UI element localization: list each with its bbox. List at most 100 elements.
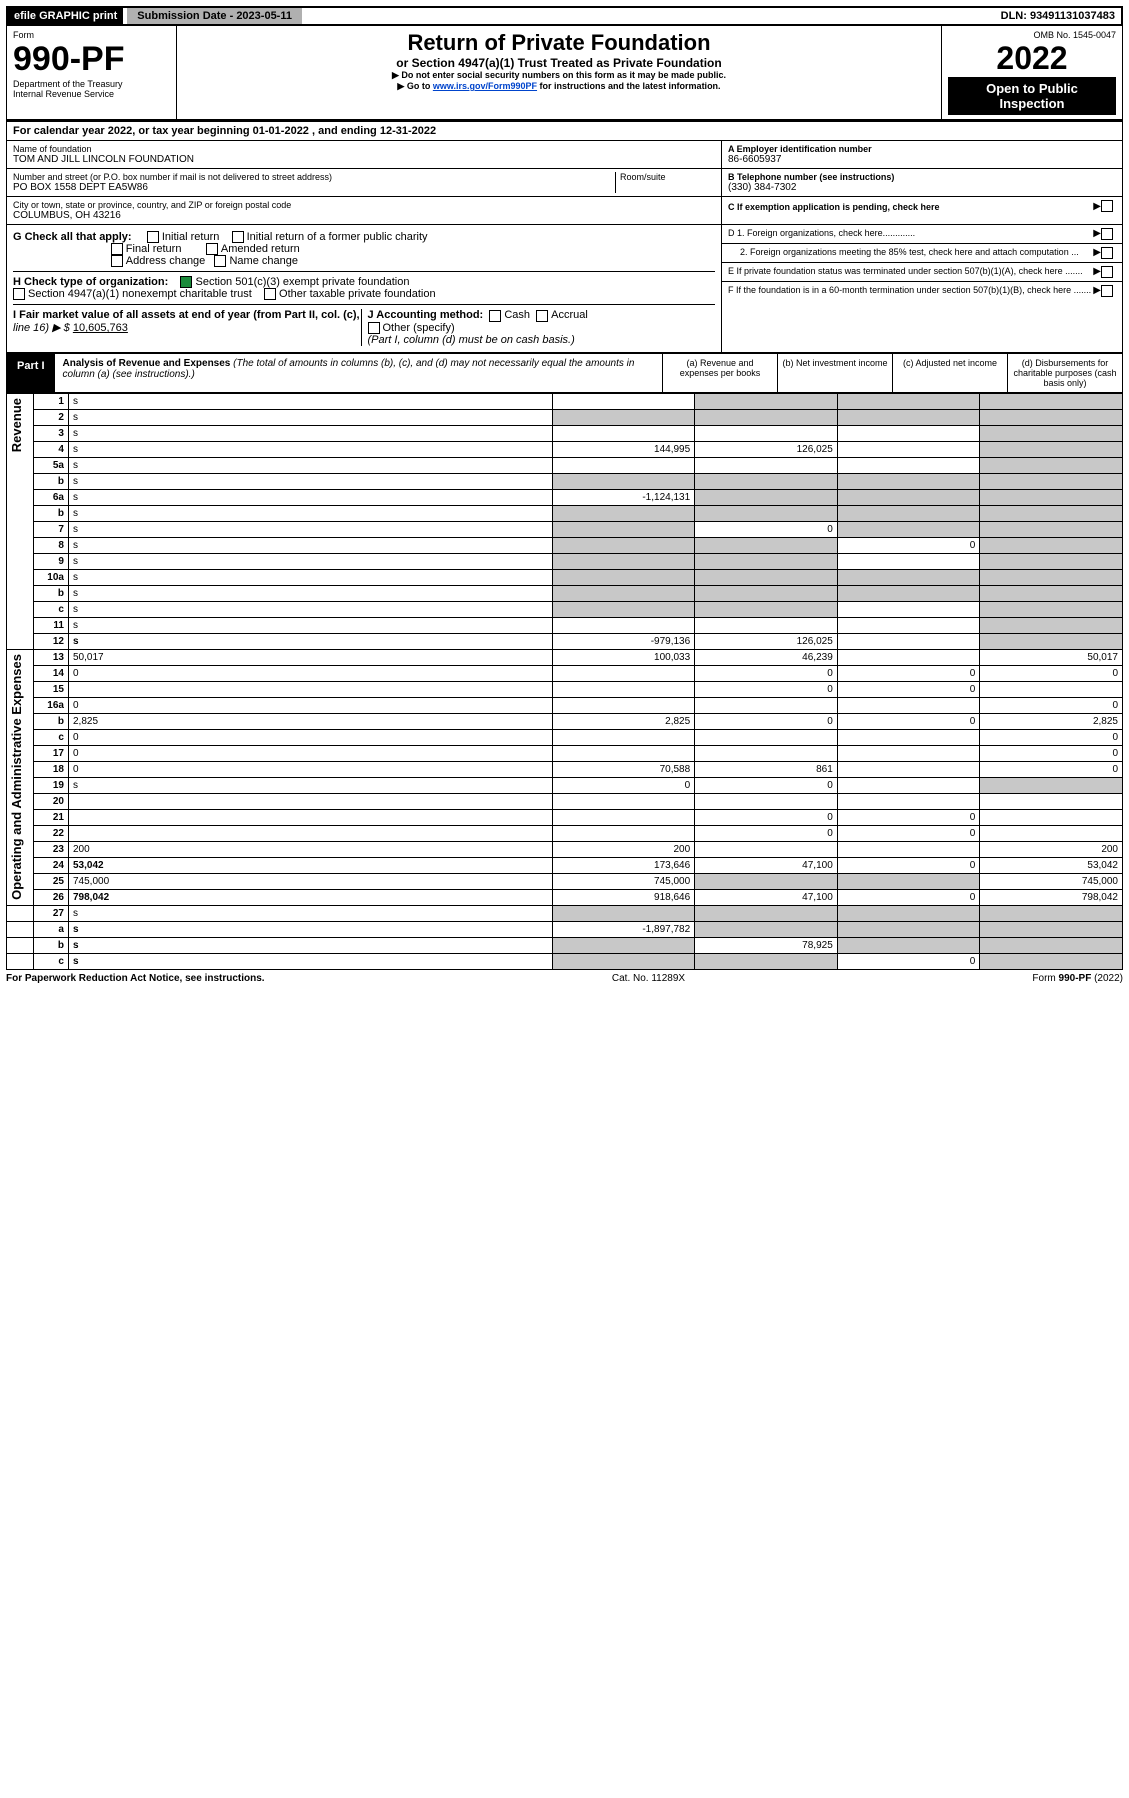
cell-shaded — [980, 777, 1123, 793]
cell-value: 0 — [695, 665, 838, 681]
table-row: bs — [7, 585, 1123, 601]
cell-value — [552, 697, 695, 713]
row-desc: 0 — [68, 745, 552, 761]
cash-checkbox[interactable] — [489, 310, 501, 322]
table-row: 11s — [7, 617, 1123, 633]
cell-shaded — [837, 585, 980, 601]
amended-checkbox[interactable] — [206, 243, 218, 255]
tel-value: (330) 384-7302 — [728, 182, 1116, 193]
final-checkbox[interactable] — [111, 243, 123, 255]
cell-shaded — [980, 937, 1123, 953]
row-desc: s — [68, 617, 552, 633]
table-row: bs78,925 — [7, 937, 1123, 953]
row-desc: 2,825 — [68, 713, 552, 729]
cell-value — [695, 697, 838, 713]
cell-shaded — [695, 873, 838, 889]
h2-checkbox[interactable] — [13, 288, 25, 300]
table-row: 2100 — [7, 809, 1123, 825]
cell-value — [837, 617, 980, 633]
form-label: Form — [13, 30, 170, 40]
other-checkbox[interactable] — [368, 322, 380, 334]
addr-label: Number and street (or P.O. box number if… — [13, 172, 615, 182]
cell-value — [552, 393, 695, 409]
c-label: C If exemption application is pending, c… — [728, 202, 1093, 212]
cell-value — [837, 697, 980, 713]
row-number: 9 — [34, 553, 69, 569]
cell-value: 78,925 — [695, 937, 838, 953]
cell-shaded — [695, 473, 838, 489]
cell-value — [552, 617, 695, 633]
d1-label: D 1. Foreign organizations, check here..… — [728, 228, 1093, 240]
cell-shaded — [980, 633, 1123, 649]
cell-value: 100,033 — [552, 649, 695, 665]
cell-shaded — [837, 505, 980, 521]
cell-value: 0 — [837, 681, 980, 697]
header-note1: ▶ Do not enter social security numbers o… — [183, 70, 935, 81]
cell-shaded — [695, 905, 838, 921]
addr-change-checkbox[interactable] — [111, 255, 123, 267]
cell-value: 0 — [837, 953, 980, 969]
initial-checkbox[interactable] — [147, 231, 159, 243]
cell-shaded — [695, 569, 838, 585]
row-number: 2 — [34, 409, 69, 425]
table-row: 1500 — [7, 681, 1123, 697]
row-desc: s — [68, 521, 552, 537]
row-number: 19 — [34, 777, 69, 793]
f-label: F If the foundation is in a 60-month ter… — [728, 285, 1093, 297]
cell-value — [837, 601, 980, 617]
open-public: Open to Public Inspection — [948, 77, 1116, 115]
cell-value — [837, 633, 980, 649]
initial-former-checkbox[interactable] — [232, 231, 244, 243]
c-checkbox[interactable] — [1101, 200, 1113, 212]
cell-shaded — [980, 553, 1123, 569]
d1-checkbox[interactable] — [1101, 228, 1113, 240]
cell-shaded — [695, 553, 838, 569]
cell-shaded — [980, 473, 1123, 489]
cell-shaded — [837, 937, 980, 953]
row-number: 3 — [34, 425, 69, 441]
cell-value — [980, 809, 1123, 825]
row-desc — [68, 825, 552, 841]
cell-value: 47,100 — [695, 857, 838, 873]
e-label: E If private foundation status was termi… — [728, 266, 1093, 278]
row-desc: s — [68, 457, 552, 473]
row-desc: s — [68, 409, 552, 425]
e-checkbox[interactable] — [1101, 266, 1113, 278]
table-row: 12s-979,136126,025 — [7, 633, 1123, 649]
cell-value — [695, 841, 838, 857]
cell-value: 0 — [695, 777, 838, 793]
table-row: 23200200200 — [7, 841, 1123, 857]
cell-shaded — [980, 569, 1123, 585]
name-change-checkbox[interactable] — [214, 255, 226, 267]
row-number: 6a — [34, 489, 69, 505]
f-checkbox[interactable] — [1101, 285, 1113, 297]
row-number: 10a — [34, 569, 69, 585]
cell-value: 0 — [837, 665, 980, 681]
cell-value: 173,646 — [552, 857, 695, 873]
form-link[interactable]: www.irs.gov/Form990PF — [433, 81, 537, 91]
row-number: 15 — [34, 681, 69, 697]
cell-shaded — [552, 473, 695, 489]
row-desc: s — [68, 601, 552, 617]
row-desc — [68, 681, 552, 697]
row-number: 5a — [34, 457, 69, 473]
part1-table: Revenue1s2s3s4s144,995126,0255asbs6as-1,… — [6, 393, 1123, 970]
cell-shaded — [552, 937, 695, 953]
footer-mid: Cat. No. 11289X — [612, 973, 685, 984]
h3-checkbox[interactable] — [264, 288, 276, 300]
row-desc: 53,042 — [68, 857, 552, 873]
room-label: Room/suite — [620, 172, 715, 182]
cell-value: 70,588 — [552, 761, 695, 777]
h1-checkbox[interactable] — [180, 276, 192, 288]
cell-value — [552, 809, 695, 825]
part1-header: Part I Analysis of Revenue and Expenses … — [6, 353, 1123, 393]
cell-value: 0 — [695, 809, 838, 825]
cell-value: 0 — [980, 697, 1123, 713]
form-subtitle: or Section 4947(a)(1) Trust Treated as P… — [183, 56, 935, 70]
row-number: a — [34, 921, 69, 937]
d2-checkbox[interactable] — [1101, 247, 1113, 259]
row-number: b — [34, 585, 69, 601]
row-desc: s — [68, 489, 552, 505]
cell-value — [552, 745, 695, 761]
accrual-checkbox[interactable] — [536, 310, 548, 322]
